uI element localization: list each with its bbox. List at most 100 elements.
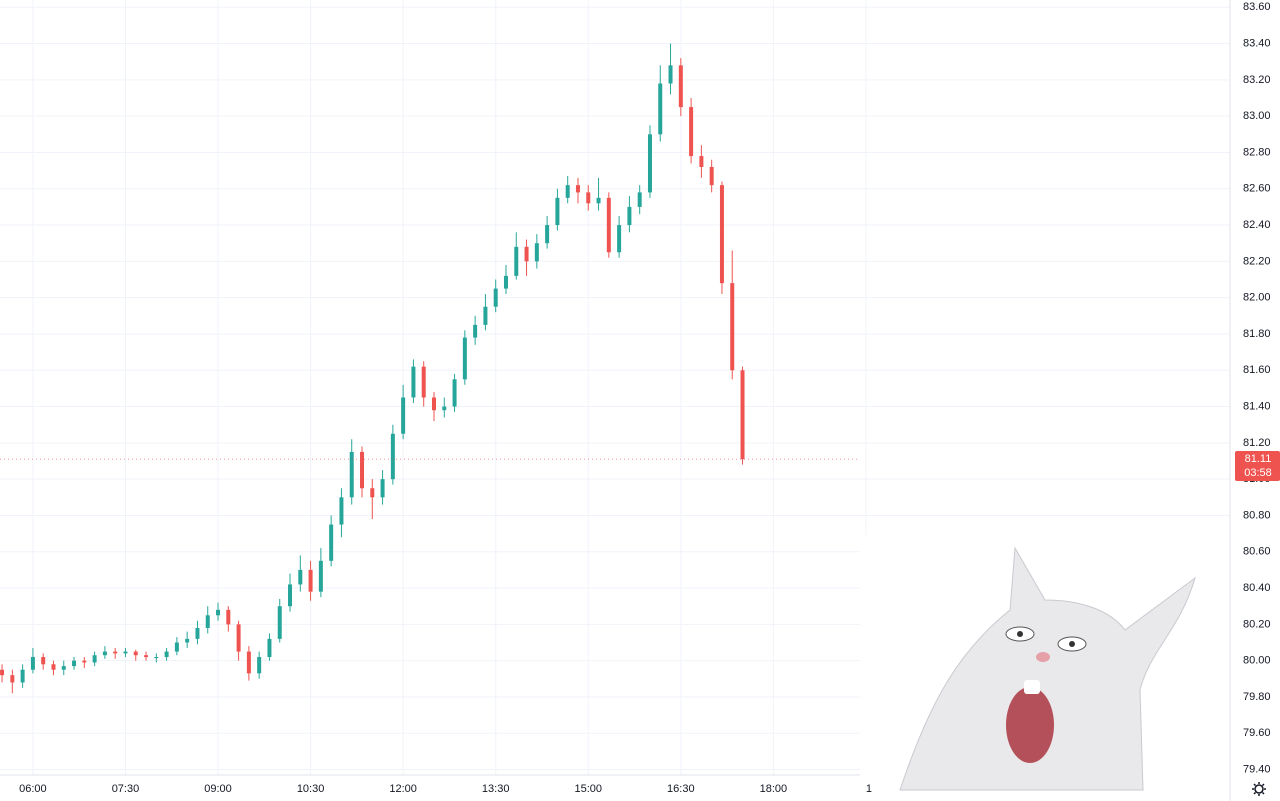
- y-tick-label: 83.20: [1243, 74, 1271, 86]
- candle-body: [236, 624, 241, 652]
- last-price-box: [1235, 451, 1280, 481]
- candle-body: [617, 225, 622, 253]
- candle-body: [20, 669, 25, 683]
- candle-body: [41, 657, 46, 665]
- candle-body: [545, 225, 550, 244]
- y-tick-label: 79.60: [1243, 727, 1271, 739]
- x-tick-label: 09:00: [204, 783, 232, 795]
- candle-body: [72, 660, 77, 667]
- candle-body: [647, 134, 652, 193]
- candle-body: [473, 324, 478, 338]
- candle-body: [719, 185, 724, 284]
- candle-body: [442, 406, 447, 411]
- y-tick-label: 82.60: [1243, 183, 1271, 195]
- cat-nose: [1036, 652, 1050, 662]
- y-tick-label: 81.40: [1243, 400, 1271, 412]
- candles: [0, 43, 745, 694]
- candle-body: [113, 651, 118, 654]
- candle-body: [246, 651, 251, 674]
- candle-body: [627, 206, 632, 226]
- x-tick-label: 12:00: [389, 783, 417, 795]
- axes: 79.40 79.60 79.80 80.00 80.20 80.40 80.60 80.80…: [19, 1, 1270, 795]
- candle-body: [555, 197, 560, 226]
- cat-teeth: [1024, 680, 1040, 694]
- candle-body: [689, 107, 694, 157]
- candle-body: [154, 657, 159, 659]
- y-tick-label: 80.40: [1243, 582, 1271, 594]
- y-tick-label: 82.20: [1243, 255, 1271, 267]
- last-price: 81.11: [1245, 453, 1272, 465]
- y-tick-label: 83.60: [1243, 1, 1271, 13]
- y-tick-label: 81.20: [1243, 437, 1271, 449]
- candle-body: [329, 524, 334, 561]
- candle-body: [431, 397, 436, 411]
- settings-icon[interactable]: [1252, 782, 1266, 796]
- candle-body: [257, 657, 262, 674]
- candle-body: [226, 609, 231, 625]
- y-tick-label: 83.40: [1243, 37, 1271, 49]
- candle-body: [740, 370, 745, 460]
- candle-body: [195, 627, 200, 639]
- countdown: 03:58: [1244, 467, 1272, 479]
- candle-body: [185, 638, 190, 643]
- candle-body: [586, 192, 591, 204]
- candle-body: [174, 642, 179, 652]
- candle-body: [658, 83, 663, 135]
- candle-body: [596, 197, 601, 204]
- candle-body: [164, 651, 169, 658]
- candle-body: [133, 651, 138, 656]
- grid: [0, 0, 1230, 775]
- cat-image: [860, 535, 1230, 801]
- candle-body: [709, 166, 714, 186]
- gear[interactable]: [1254, 784, 1264, 794]
- x-tick-label: 13:30: [482, 783, 510, 795]
- candle-body: [123, 651, 128, 654]
- y-tick-label: 81.60: [1243, 364, 1271, 376]
- candle-body: [82, 660, 87, 663]
- cat-pupil: [1017, 631, 1023, 637]
- candle-body: [318, 560, 323, 592]
- x-tick-label: 18:00: [760, 783, 788, 795]
- candle-body: [216, 609, 221, 616]
- y-tick-label: 79.80: [1243, 691, 1271, 703]
- candle-body: [503, 275, 508, 289]
- candle-body: [678, 65, 683, 108]
- cat-mouth: [1006, 687, 1054, 763]
- candle-body: [298, 569, 303, 585]
- candle-body: [288, 584, 293, 607]
- candle-body: [102, 651, 107, 656]
- x-tick-label: 10:30: [297, 783, 325, 795]
- candle-body: [730, 283, 735, 371]
- candle-body: [390, 433, 395, 480]
- candle-body: [349, 451, 354, 498]
- gear-teeth[interactable]: [1252, 782, 1266, 796]
- candle-body: [277, 606, 282, 639]
- y-tick-label: 83.00: [1243, 110, 1271, 122]
- y-tick-label: 82.00: [1243, 292, 1271, 304]
- y-tick-label: 80.00: [1243, 655, 1271, 667]
- y-tick-label: 81.80: [1243, 328, 1271, 340]
- y-tick-label: 80.60: [1243, 546, 1271, 558]
- candle-body: [61, 666, 66, 670]
- cat-pupil: [1069, 641, 1075, 647]
- candle-body: [92, 655, 97, 663]
- y-tick-label: 80.80: [1243, 509, 1271, 521]
- x-tick-label: 06:00: [19, 783, 47, 795]
- y-tick-label: 82.80: [1243, 146, 1271, 158]
- candle-body: [493, 288, 498, 307]
- candle-body: [10, 675, 15, 683]
- candle-body: [421, 366, 426, 398]
- y-tick-label: 82.40: [1243, 219, 1271, 231]
- candle-body: [51, 664, 56, 670]
- candle-body: [360, 451, 365, 489]
- candle-body: [462, 337, 467, 380]
- x-tick-label: 07:30: [112, 783, 140, 795]
- candle-body: [401, 397, 406, 434]
- candle-body: [205, 615, 210, 628]
- candle-body: [0, 669, 5, 676]
- candle-body: [411, 366, 416, 398]
- candle-body: [339, 497, 344, 525]
- candle-body: [514, 246, 519, 276]
